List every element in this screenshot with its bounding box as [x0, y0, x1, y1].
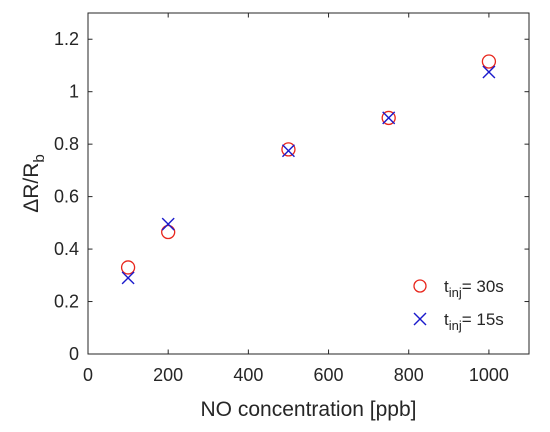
- data-points: [120, 54, 497, 285]
- legend-marker-cross: [413, 312, 427, 326]
- x-tick-label: 800: [394, 365, 424, 385]
- data-point-cross: [482, 65, 496, 79]
- series-1: [120, 54, 497, 275]
- data-point-cross: [281, 144, 295, 158]
- x-tick-label: 200: [153, 365, 183, 385]
- y-tick-label: 0.6: [54, 187, 79, 207]
- y-axis-label-sub: b: [31, 154, 48, 162]
- series-2: [121, 65, 496, 285]
- legend: tinj= 30s tinj= 15s: [413, 277, 504, 333]
- data-point-circle: [481, 54, 497, 69]
- data-point-cross: [121, 271, 135, 285]
- data-point-cross: [161, 217, 175, 231]
- y-tick-label: 1: [69, 82, 79, 102]
- y-tick-label: 0.8: [54, 134, 79, 154]
- y-axis-label-main: ΔR/R: [20, 163, 43, 213]
- legend-label-series-2-main: t: [444, 310, 449, 329]
- x-axis-label: NO concentration [ppb]: [201, 398, 417, 421]
- legend-entry-series-2: tinj= 15s: [413, 310, 504, 333]
- data-point-cross: [382, 111, 396, 125]
- data-point-cross-stroke: [382, 111, 396, 125]
- legend-label-series-1-tail: = 30s: [462, 277, 504, 296]
- axis-ticks: [87, 13, 529, 355]
- y-axis-label: ΔR/Rb: [20, 154, 48, 213]
- y-tick-label: 0.2: [54, 292, 79, 312]
- tick-labels: 0 200 400 600 800 1000 0 0.2 0.4 0.6 0.8 1 1.2: [54, 29, 509, 385]
- legend-label-series-2: tinj= 15s: [444, 310, 504, 333]
- data-point-cross-stroke: [161, 217, 175, 231]
- data-point-circle: [120, 260, 136, 275]
- legend-label-series-2-sub: inj: [449, 318, 462, 333]
- y-tick-label: 0.4: [54, 239, 79, 259]
- data-point-cross-stroke: [121, 271, 135, 285]
- y-tick-label: 1.2: [54, 29, 79, 49]
- legend-label-series-1-main: t: [444, 277, 449, 296]
- legend-entry-series-1: tinj= 30s: [413, 277, 504, 300]
- x-tick-label: 1000: [469, 365, 509, 385]
- data-point-cross-stroke: [482, 65, 496, 79]
- legend-label-series-1: tinj= 30s: [444, 277, 504, 300]
- x-tick-label: 600: [314, 365, 344, 385]
- data-point-cross-stroke: [281, 144, 295, 158]
- x-tick-label: 400: [233, 365, 263, 385]
- legend-label-series-1-sub: inj: [449, 285, 462, 300]
- plot-area: [87, 12, 530, 355]
- data-point-circle: [381, 110, 396, 126]
- y-tick-label: 0: [69, 344, 79, 364]
- data-point-circle: [281, 142, 296, 157]
- legend-marker-cross-stroke: [413, 312, 427, 326]
- legend-marker-circle: [413, 279, 427, 293]
- x-tick-label: 0: [83, 365, 93, 385]
- data-point-circle: [161, 224, 176, 240]
- legend-label-series-2-tail: = 15s: [462, 310, 504, 329]
